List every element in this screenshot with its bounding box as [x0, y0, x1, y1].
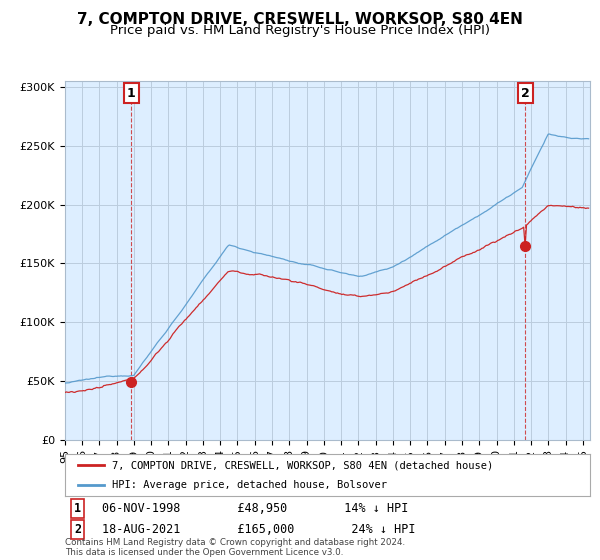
Text: 06-NOV-1998        £48,950        14% ↓ HPI: 06-NOV-1998 £48,950 14% ↓ HPI	[101, 502, 408, 515]
Text: 2: 2	[74, 524, 82, 536]
Text: 7, COMPTON DRIVE, CRESWELL, WORKSOP, S80 4EN (detached house): 7, COMPTON DRIVE, CRESWELL, WORKSOP, S80…	[112, 460, 493, 470]
Text: 2: 2	[521, 87, 529, 100]
Text: Price paid vs. HM Land Registry's House Price Index (HPI): Price paid vs. HM Land Registry's House …	[110, 24, 490, 37]
Text: 1: 1	[127, 87, 136, 100]
Text: 1: 1	[74, 502, 82, 515]
Text: HPI: Average price, detached house, Bolsover: HPI: Average price, detached house, Bols…	[112, 480, 387, 490]
Text: 7, COMPTON DRIVE, CRESWELL, WORKSOP, S80 4EN: 7, COMPTON DRIVE, CRESWELL, WORKSOP, S80…	[77, 12, 523, 27]
Text: 18-AUG-2021        £165,000        24% ↓ HPI: 18-AUG-2021 £165,000 24% ↓ HPI	[101, 524, 415, 536]
Text: Contains HM Land Registry data © Crown copyright and database right 2024.
This d: Contains HM Land Registry data © Crown c…	[65, 538, 405, 557]
